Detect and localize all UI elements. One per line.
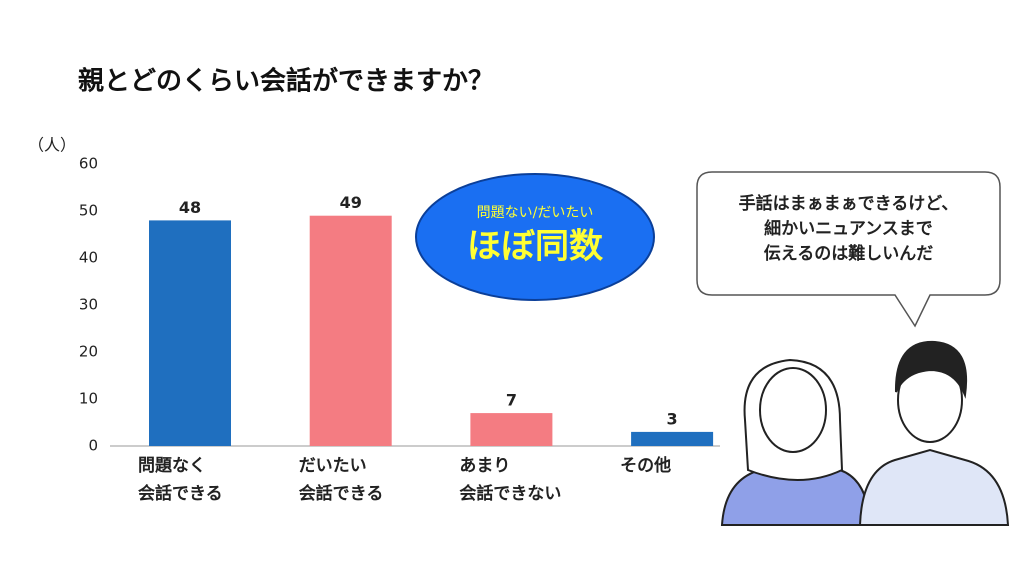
bar	[470, 413, 553, 446]
data-label: 49	[340, 193, 362, 212]
data-label: 3	[667, 409, 678, 428]
speech-bubble	[696, 171, 1001, 328]
y-axis-label: （人）	[28, 136, 76, 155]
bar	[631, 431, 714, 446]
annotation-large: ほぼ同数	[467, 227, 603, 267]
data-label: 7	[506, 391, 517, 410]
x-tick-label: だいたい 会話できる	[298, 456, 384, 504]
bar	[149, 220, 231, 446]
chart-title: 親とどのくらい会話ができますか？	[78, 66, 494, 97]
y-tick-label: 30	[79, 296, 98, 314]
annotation-small: 問題ない/だいたい	[477, 205, 594, 221]
x-tick-label: 問題なく 会話できる	[138, 456, 223, 504]
annotation-ellipse	[415, 173, 655, 301]
bubble-shape	[696, 171, 1001, 328]
x-tick-label: その他	[620, 456, 672, 476]
y-tick-label: 0	[88, 437, 98, 455]
y-tick-label: 20	[79, 343, 98, 361]
data-label: 48	[179, 198, 201, 217]
man-hair	[894, 340, 968, 399]
annotation: 問題ない/だいたい ほぼ同数	[415, 173, 655, 301]
people-illustration	[720, 340, 1010, 526]
y-tick-label: 10	[79, 390, 98, 408]
woman-face	[759, 367, 827, 453]
y-tick-label: 50	[79, 202, 98, 220]
y-tick-label: 40	[79, 249, 98, 267]
bar	[309, 215, 392, 446]
x-tick-label: あまり 会話できない	[459, 456, 562, 504]
bubble-text: 手話はまぁまぁできるけど、 細かいニュアンスまで 伝えるのは難しいんだ	[738, 194, 959, 264]
man-body	[858, 448, 1010, 526]
y-tick-label: 60	[79, 155, 98, 173]
